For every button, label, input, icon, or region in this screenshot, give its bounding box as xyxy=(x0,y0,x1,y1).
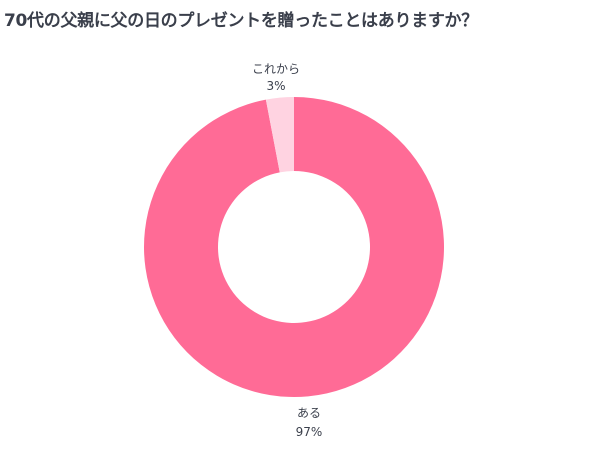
slice-label-are: ある xyxy=(297,406,321,420)
slices-group xyxy=(143,97,445,397)
chart-title: 70代の父親に父の日のプレゼントを贈ったことはありますか？ xyxy=(4,11,478,31)
slice-value-korekara: 3% xyxy=(266,79,285,93)
slice-are xyxy=(143,97,445,397)
slice-value-are: 97% xyxy=(296,425,323,439)
slice-label-korekara: これから xyxy=(252,62,300,76)
slice-korekara xyxy=(265,97,294,173)
